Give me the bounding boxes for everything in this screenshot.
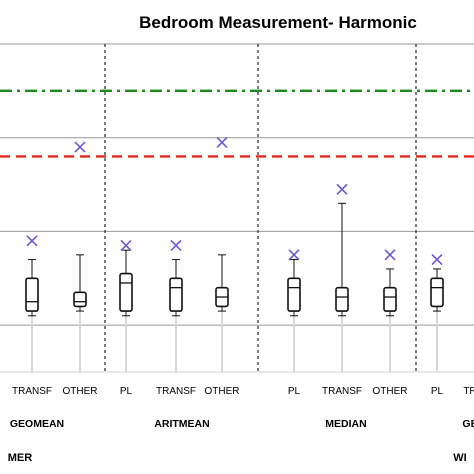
mean-marker-stroke	[288, 249, 300, 261]
category-tick-label: TRANSF	[12, 386, 52, 397]
gridlines	[0, 43, 474, 373]
mean-marker	[170, 239, 182, 252]
category-tick-labels: TRANSF OTHER PL TRANSF OTHER PL TRANSF OTHER PL T…	[12, 386, 474, 397]
category-tick-label: TRANSF	[322, 386, 362, 397]
box	[383, 286, 397, 312]
mean-marker-stroke	[384, 249, 396, 261]
mean-marker-stroke	[336, 183, 348, 195]
mean-markers	[26, 136, 443, 266]
category-tick-label: OTHER	[373, 386, 408, 397]
box	[430, 277, 444, 308]
mean-marker	[120, 239, 132, 252]
box	[25, 277, 39, 312]
category-tick-label: OTHER	[63, 386, 98, 397]
group-label: GE	[462, 418, 474, 430]
boxes	[25, 202, 444, 372]
mean-marker	[74, 141, 86, 153]
mean-marker	[384, 249, 396, 261]
mean-marker-stroke	[74, 141, 86, 153]
season-labels: MER WI	[8, 452, 467, 464]
chart-title: Bedroom Measurement- Harmonic	[139, 13, 417, 32]
box	[335, 286, 349, 312]
mean-marker	[288, 249, 300, 261]
group-labels: GEOMEAN ARITMEAN MEDIAN GE	[10, 418, 474, 430]
season-label: WI	[453, 452, 466, 464]
mean-marker-stroke	[120, 239, 132, 252]
mean-marker-stroke	[431, 253, 443, 266]
mean-marker	[336, 183, 348, 195]
category-tick-label: PL	[288, 386, 301, 397]
category-tick-label: PL	[431, 386, 444, 397]
season-label: MER	[8, 452, 33, 464]
group-label: GEOMEAN	[10, 418, 64, 430]
box	[73, 291, 87, 308]
mean-marker-stroke	[26, 235, 38, 247]
category-tick-label: TRANSF	[156, 386, 196, 397]
mean-marker-stroke	[170, 239, 182, 252]
box	[119, 272, 133, 312]
category-tick-label: OTHER	[205, 386, 240, 397]
mean-marker	[216, 136, 228, 148]
box	[287, 277, 301, 312]
category-tick-label: TR	[463, 386, 474, 397]
reference-lines	[0, 89, 474, 158]
mean-marker	[431, 253, 443, 266]
group-label: MEDIAN	[325, 418, 366, 430]
group-separators	[104, 44, 417, 372]
category-tick-label: PL	[120, 386, 133, 397]
mean-marker-stroke	[216, 136, 228, 148]
box	[169, 277, 183, 312]
mean-marker	[26, 235, 38, 247]
group-label: ARITMEAN	[154, 418, 209, 430]
